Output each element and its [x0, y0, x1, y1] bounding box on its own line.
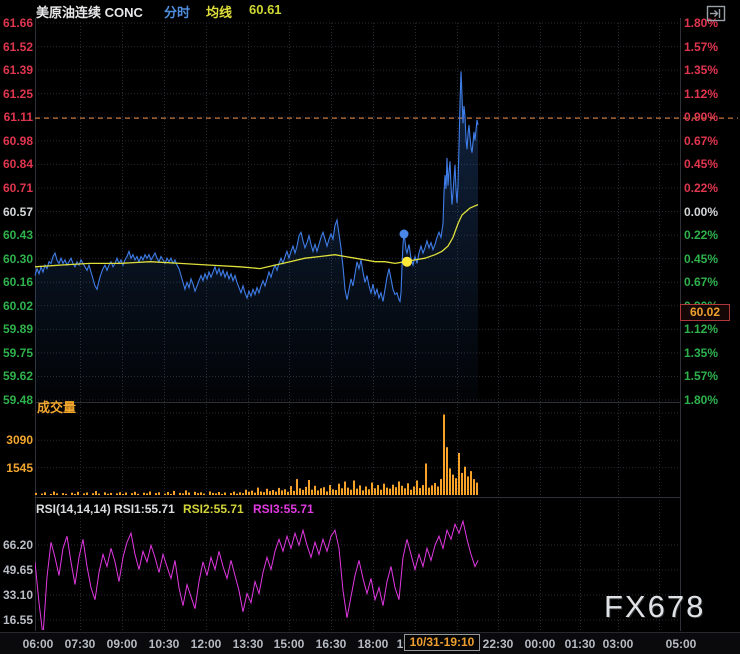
rsi-header: RSI(14,14,14) RSI1:55.71: [36, 502, 175, 516]
time-label: 07:30: [64, 637, 96, 651]
time-label: 10:30: [148, 637, 180, 651]
ma-label: 均线: [206, 5, 233, 20]
rsi2-value: RSI2:55.71: [183, 502, 244, 516]
instrument-title: 美原油连续 CONC: [36, 5, 143, 20]
time-label: 09:00: [106, 637, 138, 651]
price-level-badge: 60.02: [680, 304, 730, 321]
time-label: 22:30: [482, 637, 514, 651]
time-label: 01:30: [564, 637, 596, 651]
time-label: 06:00: [22, 637, 54, 651]
price-event-dot: [399, 229, 409, 239]
chart-mode-label[interactable]: 分时: [164, 5, 191, 20]
time-label: 16:30: [315, 637, 347, 651]
time-label: 00:00: [524, 637, 556, 651]
time-label: 15:00: [273, 637, 305, 651]
ma-value: 60.61: [249, 2, 282, 17]
time-label: 05:00: [665, 637, 697, 651]
fx678-watermark: FX678: [604, 589, 706, 624]
time-axis: 06:00 07:30 09:00 10:30 12:00 13:30 15:00 16:30…: [0, 632, 740, 654]
collapse-panel-icon[interactable]: [706, 5, 726, 22]
current-time-badge: 10/31-19:10: [404, 634, 480, 651]
time-label: 18:00: [357, 637, 389, 651]
volume-pane-title: 成交量: [37, 400, 77, 415]
time-label: 13:30: [232, 637, 264, 651]
time-label: 12:00: [190, 637, 222, 651]
rsi3-value: RSI3:55.71: [253, 502, 314, 516]
ma-event-dot: [402, 256, 412, 267]
time-label: 03:00: [602, 637, 634, 651]
